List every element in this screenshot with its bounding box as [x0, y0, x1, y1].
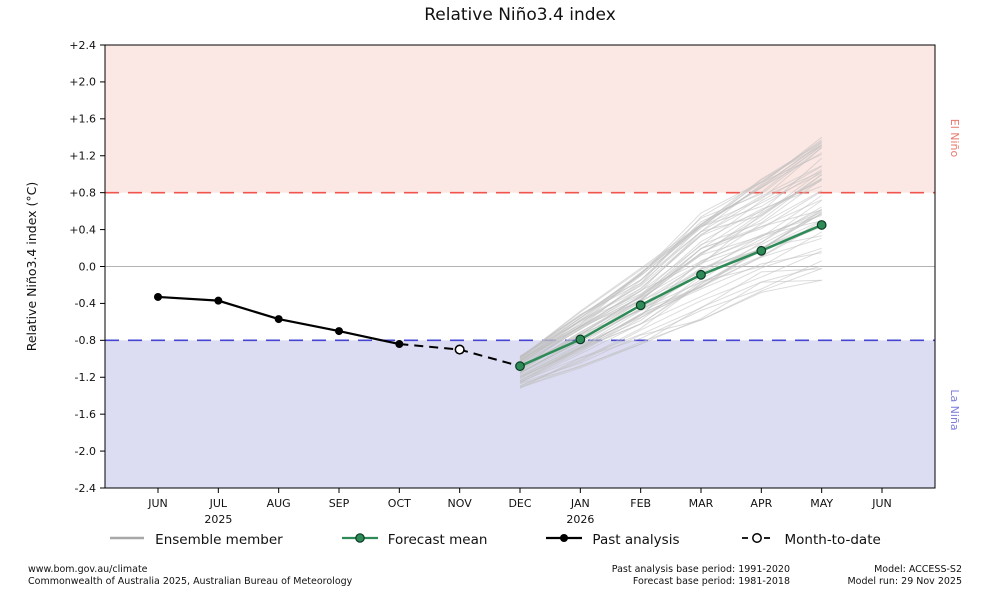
x-month-label: SEP: [329, 497, 350, 510]
x-month-label: JUN: [871, 497, 892, 510]
el-nino-region: [105, 45, 935, 193]
forecast-mean-point: [696, 269, 706, 280]
x-month-label: MAR: [689, 497, 714, 510]
y-axis-label: Relative Niño3.4 index (°C): [24, 182, 39, 352]
footer-model-run: Model run: 29 Nov 2025: [847, 576, 962, 587]
ensemble-member: [519, 180, 822, 371]
ensemble-member: [519, 165, 822, 369]
ensemble-member: [519, 172, 822, 360]
forecast-mean-point: [575, 334, 586, 345]
legend-label-forecast: Forecast mean: [387, 532, 488, 548]
ensemble-member: [519, 144, 822, 360]
ensemble-member: [519, 268, 822, 383]
y-tick-label: -2.4: [75, 482, 96, 495]
ensemble-member: [519, 165, 822, 364]
footer-copyright: Commonwealth of Australia 2025, Australi…: [28, 576, 353, 587]
y-tick-label: +2.0: [69, 76, 96, 89]
ensemble-member: [519, 247, 822, 383]
ensemble-member: [519, 265, 822, 388]
x-month-label: OCT: [388, 497, 411, 510]
forecast-mean-line: [519, 223, 823, 368]
ensemble-member: [519, 214, 822, 362]
forecast-mean-point: [816, 220, 827, 230]
legend-label-mtd: Month-to-date: [784, 532, 881, 548]
y-axis: +2.4 +2.0 +1.6 +1.2 +0.8 +0.4 0.0 -0.4 -0.8 -1.2 -…: [69, 39, 105, 495]
x-month-label: JAN: [570, 497, 590, 510]
ensemble-member: [519, 171, 822, 365]
footer-url: www.bom.gov.au/climate: [28, 564, 148, 575]
footer-base-periods: Past analysis base period: 1991-2020 For…: [612, 564, 790, 588]
ensemble-member: [519, 250, 822, 387]
y-tick-label: -1.2: [75, 371, 96, 384]
footer-model: Model: ACCESS-S2: [874, 564, 962, 575]
legend-label-ensemble: Ensemble member: [155, 532, 283, 548]
month-to-date-point: [454, 344, 465, 355]
past-analysis-point: [395, 340, 404, 349]
ensemble-member: [519, 213, 822, 381]
x-month-label: AUG: [267, 497, 291, 510]
past-analysis-point: [154, 292, 162, 301]
legend-item-past: Past analysis: [545, 530, 680, 550]
y-tick-label: +2.4: [69, 39, 96, 52]
legend: Ensemble member Forecast mean Past analy…: [0, 530, 989, 550]
y-tick-label: -2.0: [75, 445, 96, 458]
x-month-label: NOV: [448, 497, 473, 510]
ensemble-member: [519, 178, 822, 370]
y-tick-label: 0.0: [79, 260, 97, 273]
ensemble-member: [519, 252, 822, 378]
el-nino-label: El Niño: [948, 119, 961, 158]
y-tick-label: +0.8: [69, 186, 96, 199]
legend-item-mtd: Month-to-date: [738, 530, 881, 550]
past-analysis-point: [335, 327, 343, 336]
ensemble-member: [519, 260, 822, 389]
x-axis: JUN JUL AUG SEP OCT NOV DEC JAN FEB MAR APR MAY JUN 2…: [147, 488, 892, 526]
past-analysis-point: [214, 296, 223, 305]
forecast-mean-point: [756, 245, 767, 256]
legend-item-ensemble: Ensemble member: [108, 530, 283, 550]
footer-model-info: Model: ACCESS-S2 Model run: 29 Nov 2025: [847, 564, 962, 588]
footer-past-base-period: Past analysis base period: 1991-2020: [611, 564, 790, 575]
forecast-mean-point: [515, 361, 525, 372]
ensemble-member: [519, 268, 822, 384]
past-analysis-icon: [545, 530, 583, 550]
y-tick-label: +1.6: [69, 113, 96, 126]
x-month-label: JUL: [209, 497, 228, 510]
y-tick-label: +1.2: [69, 150, 96, 163]
y-tick-label: -1.6: [75, 408, 96, 421]
x-month-label: MAY: [810, 497, 833, 510]
legend-item-forecast: Forecast mean: [341, 530, 488, 550]
la-nina-label: La Niña: [948, 389, 961, 430]
y-tick-label: +0.4: [69, 223, 96, 236]
ensemble-member: [519, 195, 822, 377]
x-year-label: 2025: [204, 513, 232, 526]
footer-attribution: www.bom.gov.au/climate Commonwealth of A…: [28, 564, 352, 588]
x-month-label: DEC: [508, 497, 531, 510]
x-month-label: FEB: [630, 497, 651, 510]
footer-forecast-base-period: Forecast base period: 1981-2018: [632, 576, 790, 587]
ensemble-member: [519, 190, 822, 374]
x-year-label: 2026: [566, 513, 594, 526]
forecast-mean-icon: [341, 530, 379, 550]
page-title: Relative Niño3.4 index: [424, 5, 616, 25]
forecast-mean-point: [635, 300, 646, 311]
past-analysis-point: [274, 315, 283, 324]
ensemble-member: [519, 219, 822, 368]
y-tick-label: -0.8: [75, 334, 96, 347]
ensemble-member: [519, 142, 822, 359]
ensemble-member: [519, 144, 823, 358]
ensemble-lines: [519, 136, 823, 389]
legend-label-past: Past analysis: [592, 532, 680, 548]
ensemble-line-icon: [108, 530, 146, 550]
y-tick-label: -0.4: [75, 297, 96, 310]
month-to-date-icon: [738, 530, 776, 550]
ensemble-member: [519, 136, 823, 363]
x-month-label: JUN: [147, 497, 168, 510]
x-month-label: APR: [750, 497, 772, 510]
